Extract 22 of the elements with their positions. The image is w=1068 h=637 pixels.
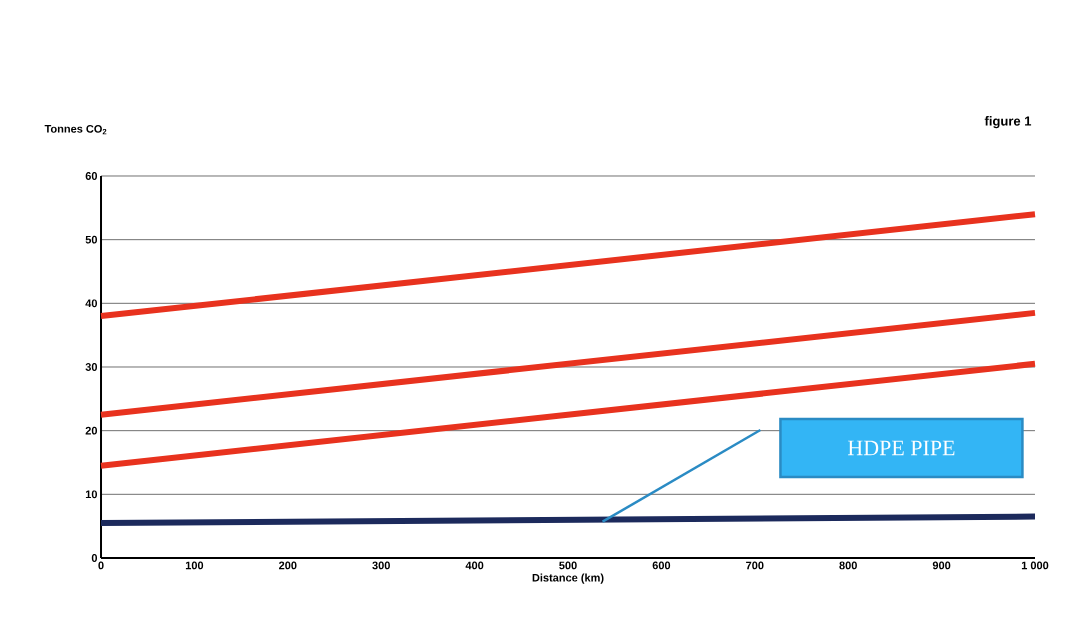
x-tick-label: 1 000	[1021, 561, 1049, 570]
y-tick-label: 0	[91, 554, 98, 562]
y-tick-label: 60	[85, 172, 98, 180]
y-tick-label: 50	[85, 235, 98, 244]
x-tick-label: 200	[279, 561, 297, 570]
x-tick-label: 900	[932, 561, 951, 570]
y-tick-label: 20	[85, 426, 98, 435]
x-tick-label: 600	[652, 561, 671, 570]
x-tick-label: 0	[98, 561, 104, 570]
x-axis-title: Distance (km)	[532, 573, 604, 584]
x-tick-label: 100	[185, 561, 204, 570]
chart-title: figure 1	[984, 116, 1032, 129]
y-axis-title: Tonnes CO$_{2}$	[44, 124, 107, 135]
y-tick-label: 30	[85, 363, 98, 371]
x-tick-label: 800	[839, 561, 857, 570]
x-tick-label: 300	[372, 561, 390, 570]
x-tick-label: 400	[465, 561, 484, 570]
annotation: HDPE PIPE	[847, 440, 955, 456]
x-tick-label: 700	[746, 561, 764, 570]
y-tick-label: 10	[85, 490, 98, 499]
y-tick-label: 40	[85, 299, 98, 308]
x-tick-label: 500	[559, 561, 577, 570]
